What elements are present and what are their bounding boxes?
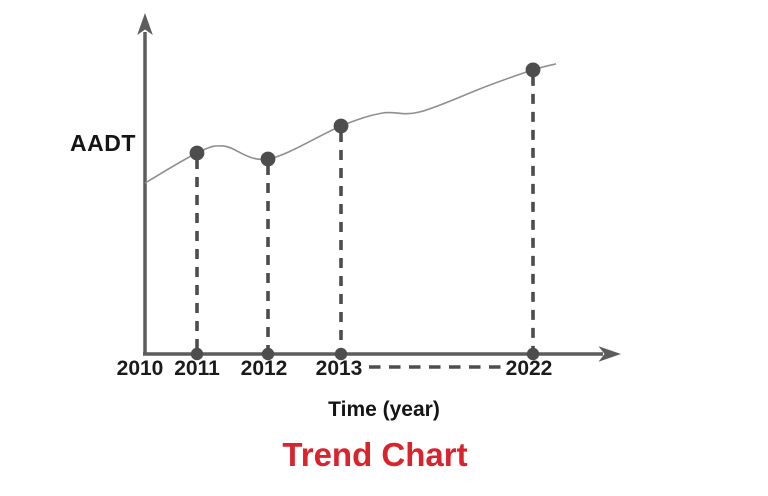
x-tick-label-2010: 2010 [117,357,164,380]
chart-title: Trend Chart [282,436,468,473]
x-tick-label-2012: 2012 [241,357,288,380]
y-axis-arrowhead-icon [137,13,153,35]
data-point-2022 [525,62,541,78]
axis-dot-2013 [334,347,348,361]
x-axis-arrowhead-icon [598,346,621,362]
axis-dot-2011 [190,347,204,361]
x-axis-label: Time (year) [328,398,440,421]
y-axis-label: AADT [70,130,136,156]
data-point-2012 [260,151,276,167]
x-tick-label-2013: 2013 [316,357,363,380]
data-point-2011 [189,145,205,161]
x-tick-label-2022: 2022 [506,357,553,380]
data-point-2013 [333,118,349,134]
axis-dot-2022 [526,347,540,361]
axis-dot-2012 [261,347,275,361]
x-tick-label-2011: 2011 [174,357,220,380]
trend-curve [144,63,557,184]
